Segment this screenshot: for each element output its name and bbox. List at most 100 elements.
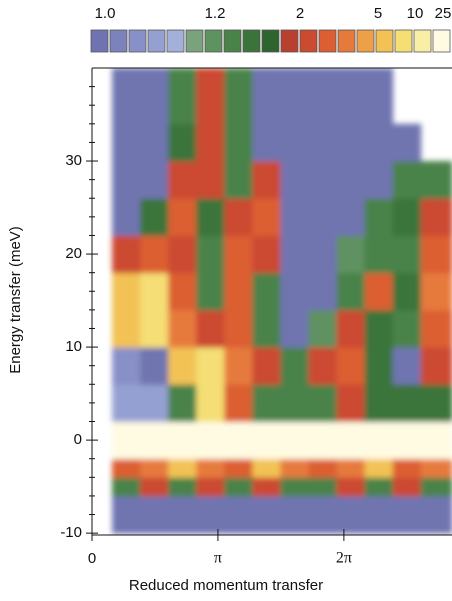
heat-cell bbox=[196, 198, 225, 236]
heat-cell bbox=[196, 309, 225, 348]
heat-cell bbox=[168, 68, 197, 125]
heat-cell bbox=[112, 384, 141, 423]
heat-cell bbox=[308, 68, 338, 125]
heat-cell bbox=[364, 161, 394, 199]
heat-cell bbox=[308, 123, 338, 162]
heat-cell bbox=[336, 161, 366, 199]
heat-cell bbox=[112, 198, 141, 236]
heat-cell bbox=[336, 458, 366, 478]
heat-cell bbox=[308, 235, 338, 274]
heat-cell bbox=[196, 477, 225, 497]
heat-cell bbox=[308, 272, 338, 311]
heat-cell bbox=[252, 309, 281, 348]
heat-cell bbox=[168, 198, 197, 236]
heat-cell bbox=[364, 309, 394, 348]
heat-cell bbox=[168, 421, 197, 460]
x-tick-label: π bbox=[214, 550, 222, 567]
heat-cell bbox=[196, 272, 225, 311]
colorbar-cell bbox=[375, 29, 394, 53]
heat-cell bbox=[140, 272, 169, 311]
heat-cell bbox=[224, 458, 253, 478]
colorbar-cell bbox=[223, 29, 242, 53]
x-tick-label: 0 bbox=[88, 550, 96, 567]
heat-cell bbox=[364, 347, 394, 385]
y-tick-label: -10 bbox=[60, 524, 82, 541]
heat-cell bbox=[280, 458, 309, 478]
y-tick-label: 30 bbox=[65, 152, 82, 169]
colorbar-cell bbox=[299, 29, 318, 53]
heat-cell bbox=[364, 384, 394, 423]
heat-cell bbox=[364, 68, 394, 125]
heat-cell bbox=[196, 384, 225, 423]
heat-cell bbox=[392, 477, 422, 497]
heat-cell bbox=[252, 477, 281, 497]
y-axis-label: Energy transfer (meV) bbox=[7, 226, 24, 374]
heat-cell bbox=[364, 477, 394, 497]
heat-cell bbox=[308, 347, 338, 385]
heat-cell bbox=[280, 235, 309, 274]
heat-cell bbox=[392, 235, 422, 274]
heat-cell bbox=[336, 477, 366, 497]
heat-cell bbox=[224, 272, 253, 311]
colorbar-cell bbox=[128, 29, 147, 53]
y-tick-label: 20 bbox=[65, 245, 82, 262]
heat-cell bbox=[140, 495, 169, 534]
heat-cell bbox=[420, 235, 452, 274]
heat-cell bbox=[224, 123, 253, 162]
heat-cell bbox=[392, 198, 422, 236]
heat-cell bbox=[224, 235, 253, 274]
heat-cell bbox=[336, 68, 366, 125]
heat-cell bbox=[168, 384, 197, 423]
heat-cell bbox=[420, 495, 452, 534]
heat-cell bbox=[112, 421, 141, 460]
colorbar-tick-label: 10 bbox=[407, 5, 424, 22]
colorbar: 1.0 1.2 2 5 10 25 bbox=[90, 5, 451, 53]
colorbar-tick-label: 2 bbox=[296, 5, 304, 22]
heat-cell bbox=[168, 495, 197, 534]
x-axis-label: Reduced momentum transfer bbox=[129, 577, 323, 594]
heat-cell bbox=[364, 421, 394, 460]
heat-cell bbox=[112, 235, 141, 274]
heat-cell bbox=[252, 161, 281, 199]
heat-cell bbox=[168, 272, 197, 311]
heat-cell bbox=[224, 495, 253, 534]
heat-cell bbox=[196, 123, 225, 162]
heat-cell bbox=[140, 123, 169, 162]
heat-cell bbox=[420, 477, 452, 497]
heat-cell bbox=[336, 198, 366, 236]
heat-cell bbox=[420, 272, 452, 311]
heat-cell bbox=[280, 495, 309, 534]
heat-cell bbox=[112, 458, 141, 478]
heat-cell bbox=[280, 309, 309, 348]
heat-cell bbox=[308, 495, 338, 534]
heat-cell bbox=[224, 309, 253, 348]
heat-cell bbox=[196, 347, 225, 385]
heat-cell bbox=[112, 161, 141, 199]
heat-cell bbox=[308, 384, 338, 423]
heat-cell bbox=[308, 477, 338, 497]
heat-cell bbox=[364, 123, 394, 162]
heat-cell bbox=[392, 421, 422, 460]
heat-cell bbox=[196, 421, 225, 460]
heat-cell bbox=[336, 123, 366, 162]
heat-cell bbox=[420, 198, 452, 236]
heat-cell bbox=[112, 272, 141, 311]
heat-cell bbox=[140, 198, 169, 236]
heat-cell bbox=[280, 272, 309, 311]
heat-cell bbox=[420, 309, 452, 348]
colorbar-tick-label: 5 bbox=[374, 5, 382, 22]
heat-cell bbox=[168, 235, 197, 274]
colorbar-cell bbox=[394, 29, 413, 53]
heat-cell bbox=[224, 421, 253, 460]
colorbar-cell bbox=[356, 29, 375, 53]
colorbar-cell bbox=[337, 29, 356, 53]
heat-cell bbox=[392, 309, 422, 348]
heat-cell bbox=[196, 458, 225, 478]
heat-cell bbox=[336, 384, 366, 423]
heat-cell bbox=[196, 68, 225, 125]
heat-cell bbox=[392, 123, 422, 162]
heat-cell bbox=[280, 161, 309, 199]
heat-cell bbox=[112, 347, 141, 385]
heat-cell bbox=[196, 161, 225, 199]
